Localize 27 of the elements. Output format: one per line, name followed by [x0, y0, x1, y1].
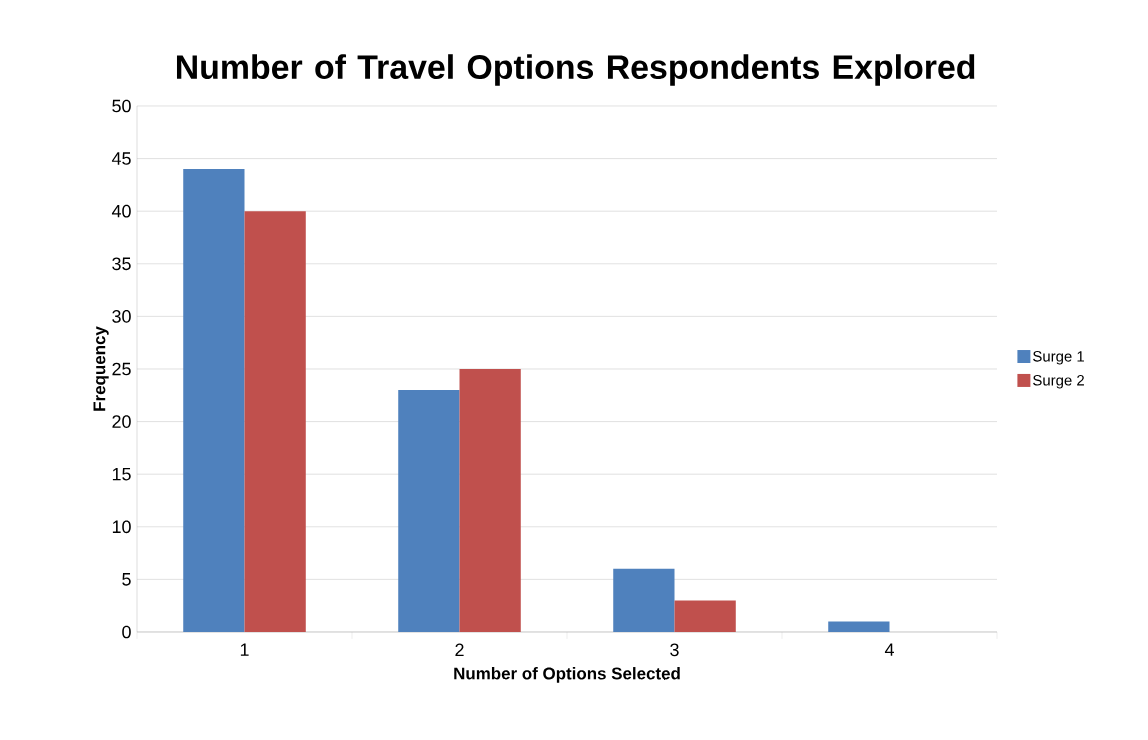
y-axis-title: Frequency [93, 326, 109, 411]
y-tick-label: 50 [112, 99, 131, 113]
bar [183, 169, 245, 632]
legend-label: Surge 2 [1033, 374, 1084, 389]
y-tick-label: 10 [112, 520, 131, 534]
bar [613, 568, 675, 632]
y-tick-label: 45 [111, 152, 131, 165]
legend-label: Surge 1 [1033, 351, 1084, 365]
bar [459, 368, 521, 632]
x-axis-title: Number of Options Selected [454, 667, 680, 683]
x-tick-label: 2 [455, 643, 464, 657]
chart-title: Number of Travel Options Respondents Explored [176, 54, 975, 86]
bar [674, 600, 736, 632]
y-tick-label: 40 [111, 204, 131, 218]
y-tick-label: 5 [122, 573, 131, 586]
y-tick-label: 0 [122, 625, 131, 639]
bar [398, 390, 460, 632]
y-tick-label: 15 [112, 467, 131, 481]
bar [828, 621, 890, 632]
x-tick-label: 3 [670, 643, 679, 657]
bar [244, 211, 306, 632]
y-tick-label: 35 [112, 257, 131, 271]
y-tick-label: 20 [112, 415, 131, 428]
x-tick-label: 1 [240, 643, 249, 656]
x-tick-label: 4 [884, 643, 894, 656]
y-tick-label: 25 [112, 362, 131, 376]
y-tick-label: 30 [112, 310, 131, 323]
